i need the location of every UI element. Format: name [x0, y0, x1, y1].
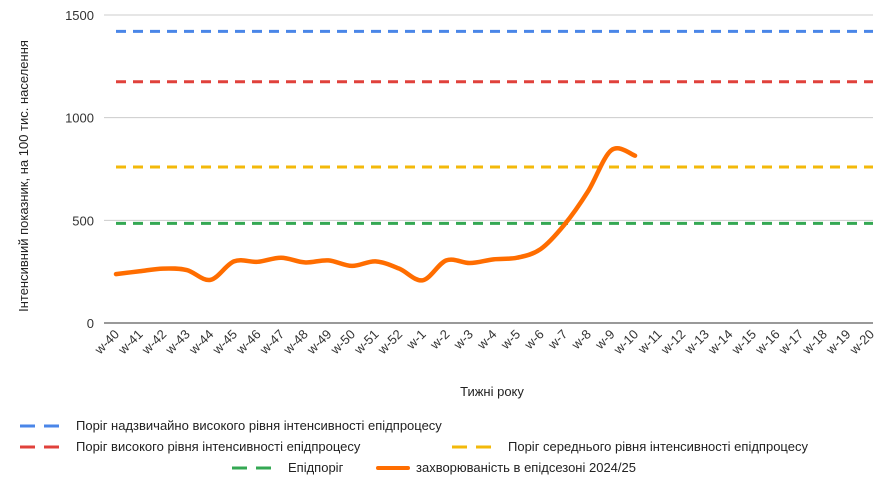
- x-tick-label: w-5: [497, 327, 523, 353]
- y-axis-title: Інтенсивний показник, на 100 тис. населе…: [16, 40, 31, 312]
- x-tick-label: w-43: [162, 327, 193, 358]
- x-tick-label: w-46: [232, 327, 263, 358]
- x-tick-label: w-50: [327, 327, 358, 358]
- legend-label: захворюваність в епідсезоні 2024/25: [416, 460, 636, 475]
- y-tick-label: 1500: [65, 8, 94, 23]
- x-tick-label: w-42: [138, 327, 169, 358]
- x-tick-label: w-18: [799, 327, 830, 358]
- x-tick-label: w-52: [374, 327, 405, 358]
- x-tick-label: w-16: [752, 327, 783, 358]
- legend-label: Епідпоріг: [288, 460, 344, 475]
- x-tick-label: w-3: [450, 327, 476, 353]
- x-axis-title: Тижні року: [460, 384, 524, 399]
- x-tick-label: w-19: [822, 327, 853, 358]
- x-tick-label: w-1: [403, 327, 429, 353]
- x-tick-label: w-10: [610, 327, 641, 358]
- x-tick-label: w-49: [303, 327, 334, 358]
- y-tick-label: 0: [87, 316, 94, 331]
- x-tick-label: w-41: [114, 327, 145, 358]
- y-tick-label: 1000: [65, 111, 94, 126]
- y-axis-ticks: 0 500 1000 1500: [65, 8, 94, 331]
- x-tick-label: w-51: [350, 327, 381, 358]
- x-tick-label: w-48: [280, 327, 311, 358]
- x-tick-label: w-15: [728, 327, 759, 358]
- x-tick-label: w-8: [568, 327, 594, 353]
- x-tick-label: w-12: [657, 327, 688, 358]
- x-tick-label: w-47: [256, 327, 287, 358]
- x-tick-label: w-2: [426, 327, 452, 353]
- legend-label: Поріг надзвичайно високого рівня інтенси…: [76, 418, 442, 433]
- x-tick-label: w-14: [704, 327, 735, 358]
- x-tick-label: w-11: [634, 327, 665, 358]
- legend-label: Поріг високого рівня інтенсивності епідп…: [76, 439, 361, 454]
- series-lines: [113, 146, 638, 283]
- y-tick-label: 500: [72, 213, 94, 228]
- grid-lines: [104, 14, 873, 324]
- threshold-lines: [116, 29, 873, 225]
- legend-label: Поріг середнього рівня інтенсивності епі…: [508, 439, 808, 454]
- x-tick-label: w-44: [185, 327, 216, 358]
- legend: Поріг надзвичайно високого рівня інтенси…: [20, 418, 808, 475]
- x-tick-label: w-45: [209, 327, 240, 358]
- x-tick-label: w-13: [681, 327, 712, 358]
- x-tick-label: w-4: [473, 327, 499, 353]
- x-tick-label: w-20: [846, 327, 877, 358]
- x-tick-label: w-40: [91, 327, 122, 358]
- x-tick-label: w-17: [775, 327, 806, 358]
- x-tick-label: w-7: [544, 327, 570, 353]
- x-tick-label: w-6: [521, 327, 547, 353]
- x-axis-ticks: w-40w-41w-42w-43w-44w-45w-46w-47w-48w-49…: [91, 327, 877, 358]
- series-line: [113, 146, 638, 283]
